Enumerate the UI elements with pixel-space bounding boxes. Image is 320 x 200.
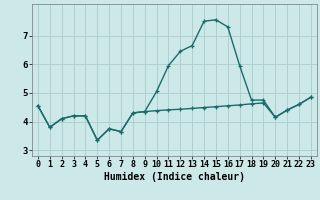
X-axis label: Humidex (Indice chaleur): Humidex (Indice chaleur) xyxy=(104,172,245,182)
